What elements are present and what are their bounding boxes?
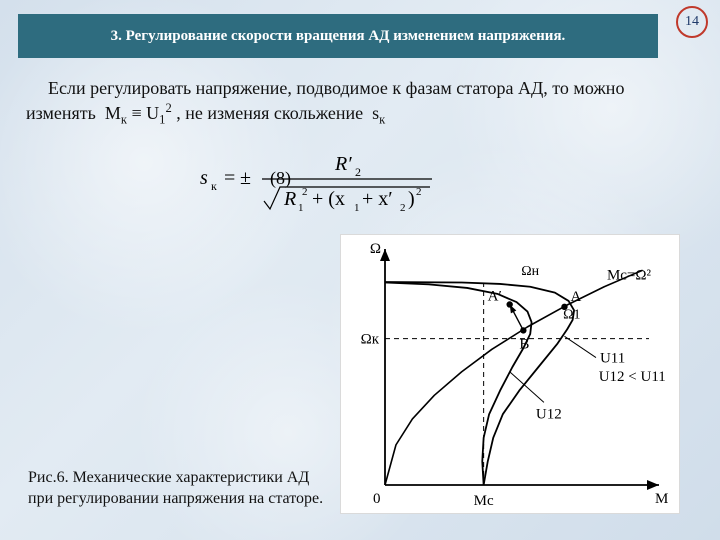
svg-text:+ (x: + (x [312,188,345,210]
section-header: 3. Регулирование скорости вращения АД из… [18,14,658,58]
svg-text:A: A [570,289,581,305]
svg-text:Ω: Ω [370,241,381,257]
figure-caption: Рис.6. Механические характеристики АД пр… [28,468,328,510]
svg-text:Ωн: Ωн [521,264,539,279]
svg-text:к: к [211,179,217,193]
svg-text:A′: A′ [488,288,502,304]
svg-text:Ωк: Ωк [361,332,380,348]
svg-text:1: 1 [298,202,304,214]
section-header-text: 3. Регулирование скорости вращения АД из… [111,27,566,46]
page-number: 14 [685,15,699,29]
svg-text:R′: R′ [334,153,352,175]
svg-text:U11: U11 [600,351,625,367]
svg-text:U12: U12 [536,406,562,422]
body-paragraph: Если регулировать напряжение, подводимое… [26,76,698,129]
svg-text:0: 0 [373,491,381,507]
svg-text:+ x′: + x′ [362,188,393,210]
svg-text:U12 < U11: U12 < U11 [599,369,666,385]
figure-caption-text: Рис.6. Механические характеристики АД пр… [28,469,323,507]
svg-text:M: M [655,491,668,507]
svg-text:R: R [283,188,296,210]
formula-sk: sк=±R′2R12+ (x1 + x′2)2 [200,146,460,216]
svg-text:Ω1: Ω1 [563,308,580,323]
svg-text:B: B [519,336,529,352]
svg-text:Mс=Ω²: Mс=Ω² [607,268,652,284]
svg-text:±: ± [240,167,251,189]
svg-text:1: 1 [354,202,360,214]
svg-text:Mс: Mс [474,493,494,509]
svg-text:): ) [408,188,415,210]
svg-text:s: s [200,167,208,189]
equation-number: (8) [270,168,291,189]
body-paragraph-text: Если регулировать напряжение, подводимое… [26,76,698,129]
svg-text:2: 2 [400,202,406,214]
svg-text:=: = [224,167,235,189]
mechanical-characteristics-chart: 0 Mс M Ω Ωк Ωн Ω1 A A′ B Mс=Ω² U11 U12 U12 < U11 [340,234,680,514]
svg-text:2: 2 [355,165,361,179]
svg-text:2: 2 [302,186,308,198]
svg-text:2: 2 [416,186,422,198]
page-number-badge: 14 [676,6,708,38]
